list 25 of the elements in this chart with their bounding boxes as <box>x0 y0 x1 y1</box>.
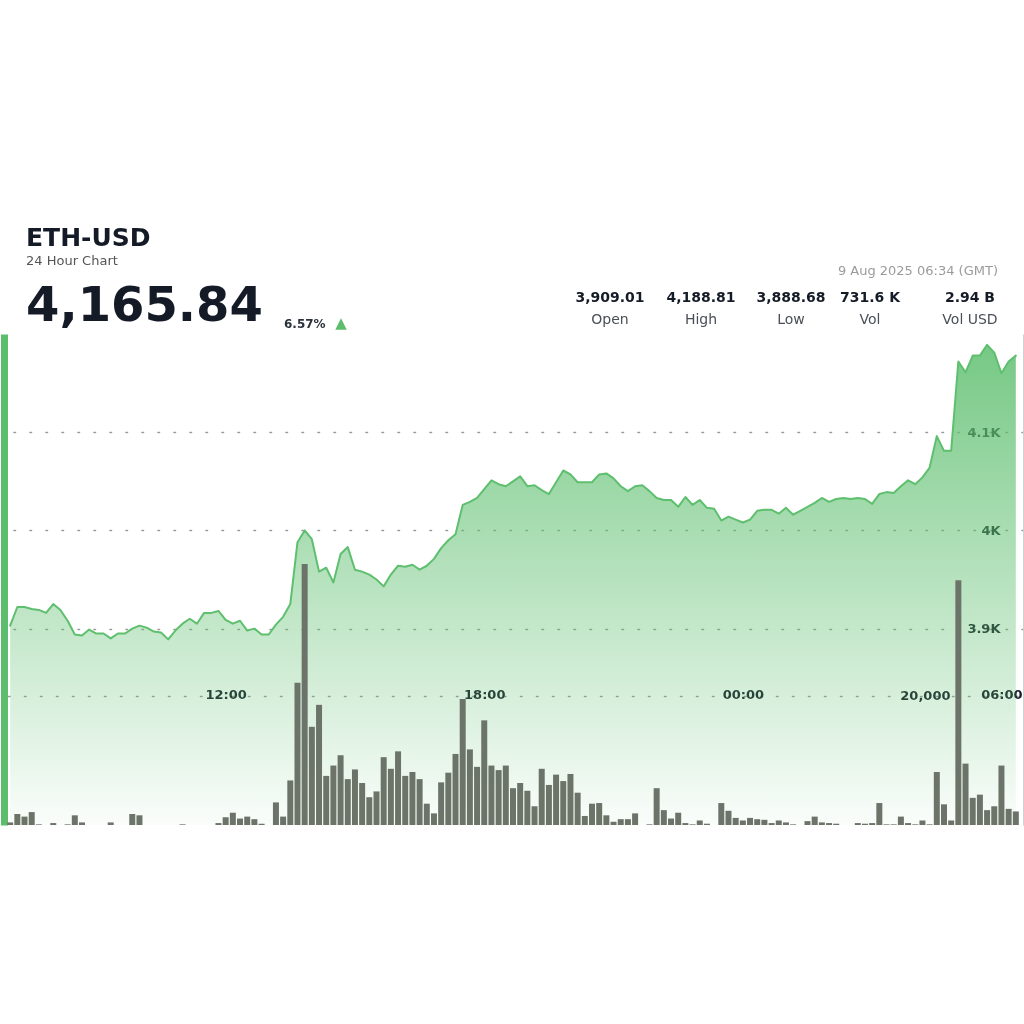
text: 731.6 K <box>839 289 902 305</box>
bar <box>107 822 114 825</box>
text: 3,909.01 <box>575 289 645 305</box>
text: 3,888.68 <box>756 289 826 305</box>
x-tick-label: 00:00 <box>722 686 765 702</box>
text: Low <box>777 311 805 327</box>
y-tick-label: 3.9K <box>967 621 1002 637</box>
text: High <box>684 311 718 327</box>
x-tick-label: 12:00 <box>205 686 247 702</box>
chart-subtitle: 24 Hour Chart <box>26 253 118 268</box>
text: Vol <box>859 311 881 327</box>
text: 4,165.84 <box>26 276 263 332</box>
text: 4,188.81 <box>666 289 736 305</box>
text: Vol USD <box>942 311 998 327</box>
chart-title: ETH-USD <box>26 223 151 252</box>
x-tick-label: 18:00 <box>464 686 506 702</box>
text: Open <box>591 311 629 327</box>
y-tick-label: 4K <box>981 522 1002 538</box>
y-tick-label: 4.1K <box>967 424 1002 440</box>
text: 2.94 B <box>944 289 996 305</box>
text: ▲ <box>335 314 348 332</box>
x-tick-label: 06:00 <box>981 686 1023 702</box>
text: 6.57% <box>284 317 326 331</box>
text: 9 Aug 2025 06:34 (GMT) <box>837 263 998 278</box>
y2-tick-label: 20,000 <box>900 688 951 704</box>
